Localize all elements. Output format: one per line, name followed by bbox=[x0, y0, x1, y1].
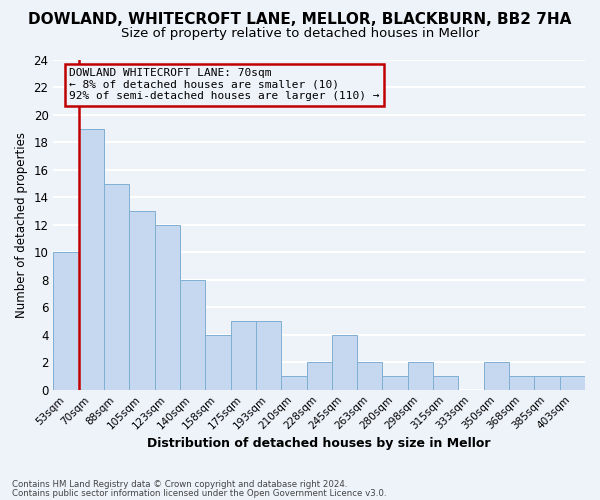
Bar bbox=[230, 321, 256, 390]
X-axis label: Distribution of detached houses by size in Mellor: Distribution of detached houses by size … bbox=[148, 437, 491, 450]
Bar bbox=[53, 252, 79, 390]
Bar bbox=[332, 335, 357, 390]
Bar bbox=[180, 280, 205, 390]
Text: Size of property relative to detached houses in Mellor: Size of property relative to detached ho… bbox=[121, 28, 479, 40]
Bar bbox=[130, 211, 155, 390]
Y-axis label: Number of detached properties: Number of detached properties bbox=[15, 132, 28, 318]
Text: Contains HM Land Registry data © Crown copyright and database right 2024.: Contains HM Land Registry data © Crown c… bbox=[12, 480, 347, 489]
Bar bbox=[155, 225, 180, 390]
Text: Contains public sector information licensed under the Open Government Licence v3: Contains public sector information licen… bbox=[12, 489, 386, 498]
Bar bbox=[535, 376, 560, 390]
Bar bbox=[307, 362, 332, 390]
Bar bbox=[205, 335, 230, 390]
Bar bbox=[433, 376, 458, 390]
Bar bbox=[79, 128, 104, 390]
Bar bbox=[484, 362, 509, 390]
Bar bbox=[408, 362, 433, 390]
Bar bbox=[509, 376, 535, 390]
Bar bbox=[357, 362, 382, 390]
Text: DOWLAND, WHITECROFT LANE, MELLOR, BLACKBURN, BB2 7HA: DOWLAND, WHITECROFT LANE, MELLOR, BLACKB… bbox=[28, 12, 572, 28]
Bar bbox=[104, 184, 130, 390]
Bar bbox=[382, 376, 408, 390]
Bar bbox=[256, 321, 281, 390]
Bar bbox=[560, 376, 585, 390]
Text: DOWLAND WHITECROFT LANE: 70sqm
← 8% of detached houses are smaller (10)
92% of s: DOWLAND WHITECROFT LANE: 70sqm ← 8% of d… bbox=[70, 68, 380, 102]
Bar bbox=[281, 376, 307, 390]
